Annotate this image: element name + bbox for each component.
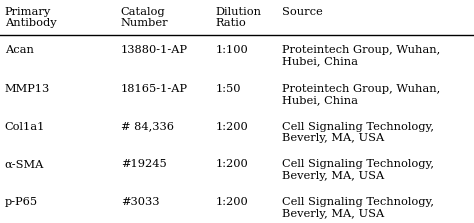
Text: 18165-1-AP: 18165-1-AP <box>121 84 188 94</box>
Text: # 84,336: # 84,336 <box>121 122 174 132</box>
Text: Acan: Acan <box>5 45 34 55</box>
Text: #3033: #3033 <box>121 197 159 207</box>
Text: Cell Signaling Technology,
Beverly, MA, USA: Cell Signaling Technology, Beverly, MA, … <box>282 197 434 219</box>
Text: Col1a1: Col1a1 <box>5 122 45 132</box>
Text: Cell Signaling Technology,
Beverly, MA, USA: Cell Signaling Technology, Beverly, MA, … <box>282 122 434 143</box>
Text: 1:200: 1:200 <box>216 197 248 207</box>
Text: 1:50: 1:50 <box>216 84 241 94</box>
Text: #19245: #19245 <box>121 159 167 169</box>
Text: 1:200: 1:200 <box>216 122 248 132</box>
Text: Source: Source <box>282 7 323 17</box>
Text: Primary
Antibody: Primary Antibody <box>5 7 56 28</box>
Text: α-SMA: α-SMA <box>5 159 44 169</box>
Text: p-P65: p-P65 <box>5 197 38 207</box>
Text: 1:200: 1:200 <box>216 159 248 169</box>
Text: MMP13: MMP13 <box>5 84 50 94</box>
Text: Cell Signaling Technology,
Beverly, MA, USA: Cell Signaling Technology, Beverly, MA, … <box>282 159 434 181</box>
Text: Dilution
Ratio: Dilution Ratio <box>216 7 262 28</box>
Text: Catalog
Number: Catalog Number <box>121 7 168 28</box>
Text: Proteintech Group, Wuhan,
Hubei, China: Proteintech Group, Wuhan, Hubei, China <box>282 84 440 105</box>
Text: 1:100: 1:100 <box>216 45 248 55</box>
Text: Proteintech Group, Wuhan,
Hubei, China: Proteintech Group, Wuhan, Hubei, China <box>282 45 440 66</box>
Text: 13880-1-AP: 13880-1-AP <box>121 45 188 55</box>
